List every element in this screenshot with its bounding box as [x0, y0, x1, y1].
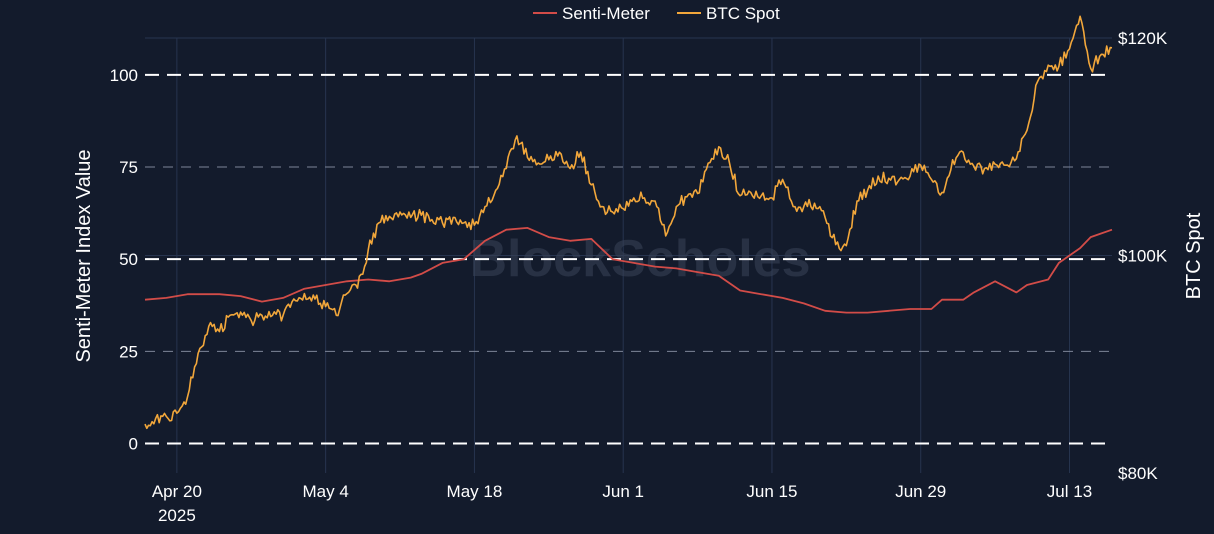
y-left-tick-label: 75 — [119, 158, 138, 177]
y-axis-right-title: BTC Spot — [1183, 212, 1205, 299]
y-left-tick-label: 100 — [110, 66, 138, 85]
y-left-tick-label: 50 — [119, 250, 138, 269]
axes: Apr 20 2025 May 4 May 18 Jun 1 Jun 15 Jun 29 Ju… — [110, 29, 1168, 525]
x-tick-sublabel: 2025 — [158, 506, 196, 525]
x-tick-label: Jun 15 — [746, 482, 797, 501]
reference-lines — [145, 73, 1112, 445]
x-tick-label: Jul 13 — [1047, 482, 1092, 501]
senti-meter-line — [144, 227, 1113, 314]
x-tick-label: Jun 29 — [895, 482, 946, 501]
x-tick-label: Apr 20 — [152, 482, 202, 501]
x-tick-label: Jun 1 — [602, 482, 644, 501]
x-tick-label: May 18 — [447, 482, 503, 501]
y-left-tick-label: 0 — [129, 435, 138, 454]
legend: Senti-Meter BTC Spot — [533, 4, 780, 23]
series — [144, 15, 1113, 430]
y-right-tick-label: $120K — [1118, 29, 1168, 48]
grid — [145, 37, 1112, 473]
legend-label-btc: BTC Spot — [706, 4, 780, 23]
y-right-tick-label: $80K — [1118, 464, 1158, 483]
y-left-tick-label: 25 — [119, 342, 138, 361]
y-axis-left-title: Senti-Meter Index Value — [73, 149, 95, 362]
x-tick-label: May 4 — [302, 482, 348, 501]
legend-label-senti: Senti-Meter — [562, 4, 650, 23]
y-right-tick-label: $100K — [1118, 247, 1168, 266]
btc-spot-line — [144, 15, 1113, 430]
